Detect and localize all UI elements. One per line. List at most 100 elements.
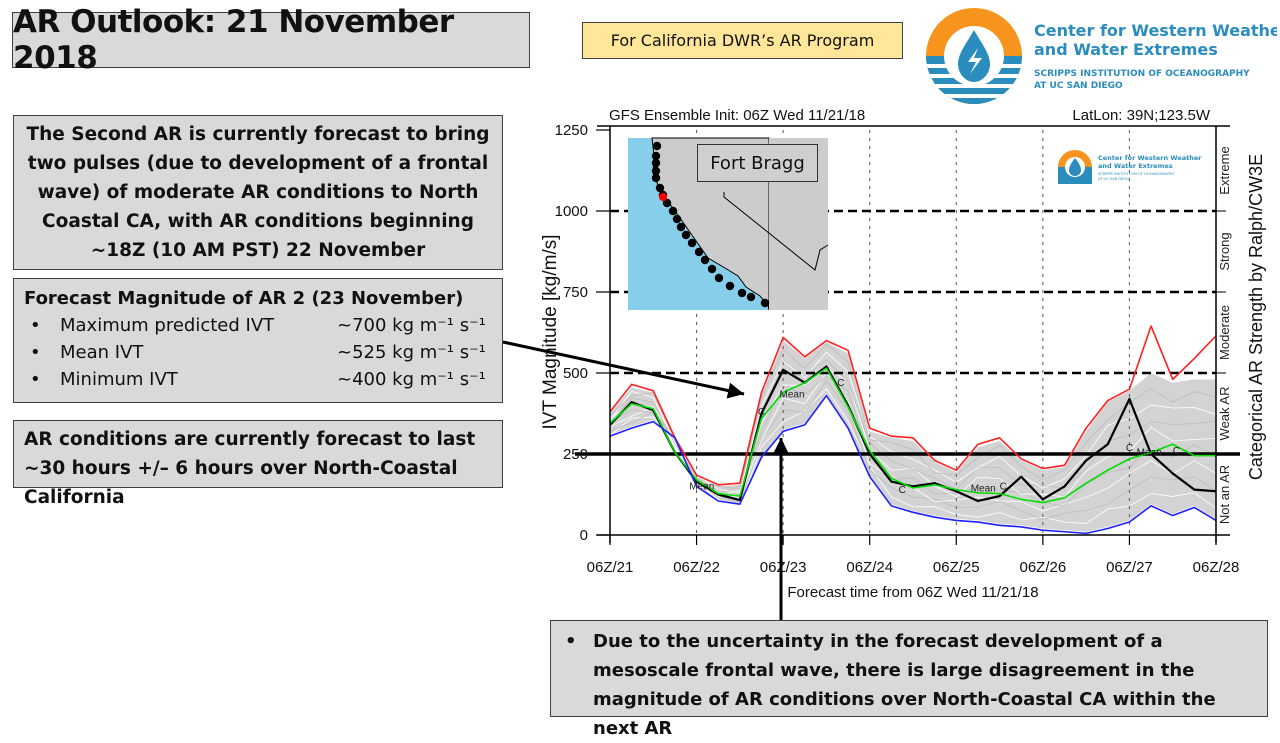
duration-box: AR conditions are currently forecast to … [13, 420, 503, 508]
inner-logo-line1: Center for Western Weather [1098, 154, 1202, 162]
category-label: Strong [1217, 232, 1232, 270]
map-station-marker [651, 151, 661, 161]
bullet-icon: • [30, 342, 41, 363]
map-station-marker [672, 214, 682, 224]
y-tick-label: 500 [563, 365, 588, 382]
magnitude-value: ~400 kg m⁻¹ s⁻¹ [337, 369, 486, 390]
chart-title-right: LatLon: 39N;123.5W [1072, 107, 1210, 124]
cw3e-logo: Center for Western Weather and Water Ext… [926, 8, 1277, 104]
x-tick-label: 06Z/28 [1193, 559, 1240, 576]
x-tick-label: 06Z/21 [587, 559, 634, 576]
chart-inner-logo: Center for Western Weather and Water Ext… [1058, 150, 1202, 184]
ivt-chart: Mean Mean Mean Mean C C C C C C Not an AR Weak AR M… [502, 107, 1266, 620]
mean-annotation: Mean [780, 389, 805, 400]
x-tick-label: 06Z/25 [933, 559, 980, 576]
map-fort-bragg-marker [659, 193, 667, 201]
map-station-marker [707, 264, 717, 274]
inner-logo-line3: SCRIPPS INSTITUTION OF OCEANOGRAPHY [1098, 172, 1175, 176]
x-tick-label: 06Z/23 [760, 559, 807, 576]
map-station-marker [681, 230, 691, 240]
y-tick-label: 750 [563, 284, 588, 301]
program-label: For California DWR’s AR Program [610, 31, 875, 50]
map-station-marker [694, 247, 704, 257]
series-ensemble-mean [609, 367, 1216, 504]
map-state-border [723, 192, 829, 271]
magnitude-item: • Maximum predicted IVT ~700 kg m⁻¹ s⁻¹ [24, 312, 492, 339]
series-ensemble-min [609, 394, 1217, 535]
y-tick-label: 0 [580, 527, 588, 544]
logo-line4: AT UC SAN DIEGO [1034, 81, 1123, 91]
right-axis-label: Categorical AR Strength by Ralph/CW3E [1246, 154, 1266, 480]
magnitude-heading: Forecast Magnitude of AR 2 (23 November) [24, 288, 464, 309]
map-station-marker [652, 141, 662, 151]
x-axis-label: Forecast time from 06Z Wed 11/21/18 [787, 584, 1038, 601]
control-annotation: C [837, 378, 844, 389]
category-label: Moderate [1217, 305, 1232, 360]
category-label: Not an AR [1217, 465, 1232, 524]
ensemble-member-line [609, 375, 1217, 507]
map-station-marker [676, 222, 686, 232]
y-tick-label: 1000 [555, 203, 588, 220]
logo-line1: Center for Western Weather [1034, 21, 1277, 40]
map-station-marker [760, 298, 770, 308]
control-annotation: C [899, 485, 906, 496]
ensemble-member-line [609, 343, 1217, 490]
inner-logo-line2: and Water Extremes [1098, 162, 1173, 170]
control-annotation: C [1173, 446, 1180, 457]
magnitude-item: • Minimum IVT ~400 kg m⁻¹ s⁻¹ [24, 366, 492, 393]
magnitude-label: Maximum predicted IVT [60, 315, 275, 336]
map-station-marker [700, 255, 710, 265]
map-station-marker [737, 288, 747, 298]
program-label-box: For California DWR’s AR Program [582, 22, 903, 59]
logo-line3: SCRIPPS INSTITUTION OF OCEANOGRAPHY [1034, 69, 1250, 79]
magnitude-box: Forecast Magnitude of AR 2 (23 November)… [13, 278, 503, 403]
y-tick-label: 250 [563, 446, 588, 463]
control-annotation: C [1000, 482, 1007, 493]
map-station-marker [655, 183, 665, 193]
bullet-icon: • [565, 631, 577, 652]
map-station-marker [651, 158, 661, 168]
ensemble-member-line [609, 388, 1217, 524]
series-ensemble-max [609, 325, 1217, 486]
map-station-marker [714, 273, 724, 283]
chart-title-left: GFS Ensemble Init: 06Z Wed 11/21/18 [609, 107, 865, 124]
magnitude-label: Minimum IVT [60, 369, 178, 390]
callout-arrow-note-head [773, 438, 789, 454]
x-tick-label: 06Z/27 [1106, 559, 1153, 576]
summary-text: The Second AR is currently forecast to b… [26, 124, 490, 261]
map-station-marker [651, 173, 661, 183]
inner-logo-line4: AT UC SAN DIEGO [1098, 177, 1130, 181]
mean-annotation: Mean [971, 483, 996, 494]
map-station-marker [668, 206, 678, 216]
summary-box: The Second AR is currently forecast to b… [13, 115, 503, 270]
x-tick-label: 06Z/22 [673, 559, 720, 576]
duration-text: AR conditions are currently forecast to … [24, 429, 476, 508]
map-station-marker [746, 292, 756, 302]
ensemble-member-line [609, 359, 1217, 494]
ensemble-spread-band [610, 340, 1216, 532]
category-label: Weak AR [1217, 387, 1232, 441]
logo-line2: and Water Extremes [1034, 40, 1218, 59]
map-station-marker [662, 198, 672, 208]
bullet-icon: • [30, 369, 41, 390]
map-station-marker [725, 281, 735, 291]
callout-arrow-magnitude-head [726, 382, 744, 399]
magnitude-item: • Mean IVT ~525 kg m⁻¹ s⁻¹ [24, 339, 492, 366]
callout-arrow-magnitude [502, 340, 745, 396]
logo-circle-icon [926, 8, 1022, 104]
note-box: • Due to the uncertainty in the forecast… [550, 620, 1268, 739]
control-annotation: C [1126, 443, 1133, 454]
magnitude-label: Mean IVT [60, 342, 144, 363]
control-annotation: C [758, 407, 765, 418]
mean-annotation: Mean [1137, 448, 1162, 459]
title-box: AR Outlook: 21 November 2018 [12, 4, 530, 76]
map-location-label: Fort Bragg [697, 144, 818, 182]
magnitude-value: ~700 kg m⁻¹ s⁻¹ [337, 315, 486, 336]
note-text: Due to the uncertainty in the forecast d… [593, 631, 1216, 739]
magnitude-value: ~525 kg m⁻¹ s⁻¹ [337, 342, 486, 363]
page-title: AR Outlook: 21 November 2018 [13, 4, 454, 76]
mean-annotation: Mean [689, 482, 714, 493]
y-tick-label: 1250 [555, 122, 588, 139]
map-station-marker [651, 166, 661, 176]
map-station-marker [687, 238, 697, 248]
